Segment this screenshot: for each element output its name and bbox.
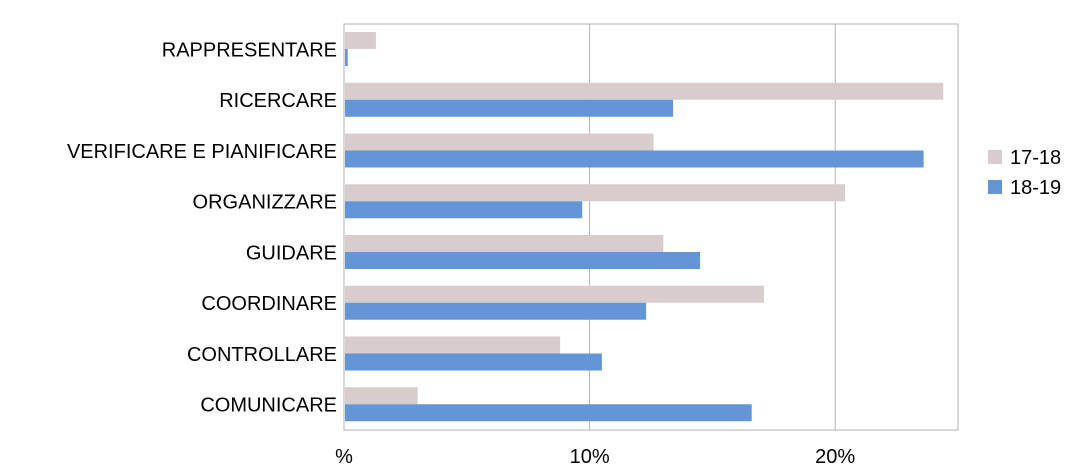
category-label-5: COORDINARE	[201, 293, 337, 315]
bar-18-19-7	[345, 404, 752, 421]
bar-18-19-2	[345, 151, 924, 168]
category-label-3: ORGANIZZARE	[193, 192, 337, 214]
legend-swatch-0	[988, 150, 1002, 164]
category-label-7: COMUNICARE	[200, 395, 337, 417]
bar-17-18-0	[345, 32, 376, 49]
bar-17-18-4	[345, 235, 663, 252]
legend-label-1: 18-19	[1010, 177, 1061, 199]
bar-17-18-1	[345, 83, 943, 100]
category-label-4: GUIDARE	[246, 242, 337, 264]
bar-17-18-7	[345, 387, 418, 404]
bar-17-18-3	[345, 184, 845, 201]
category-label-1: RICERCARE	[219, 90, 337, 112]
legend-label-0: 17-18	[1010, 147, 1061, 169]
bar-17-18-5	[345, 286, 764, 303]
category-label-6: CONTROLLARE	[187, 344, 337, 366]
x-tick-label-2: 20%	[815, 446, 855, 468]
category-label-2: VERIFICARE E PIANIFICARE	[67, 141, 337, 163]
bar-18-19-0	[345, 49, 348, 66]
legend-swatch-1	[988, 180, 1002, 194]
x-tick-label-1: 10%	[570, 446, 610, 468]
bar-18-19-4	[345, 252, 700, 269]
x-tick-label-0: %	[335, 446, 353, 468]
bar-18-19-3	[345, 201, 582, 218]
bar-17-18-2	[345, 134, 653, 151]
bar-18-19-1	[345, 100, 673, 117]
bar-17-18-6	[345, 337, 560, 354]
category-label-0: RAPPRESENTARE	[162, 39, 337, 61]
bar-18-19-6	[345, 354, 602, 371]
bar-18-19-5	[345, 303, 646, 320]
